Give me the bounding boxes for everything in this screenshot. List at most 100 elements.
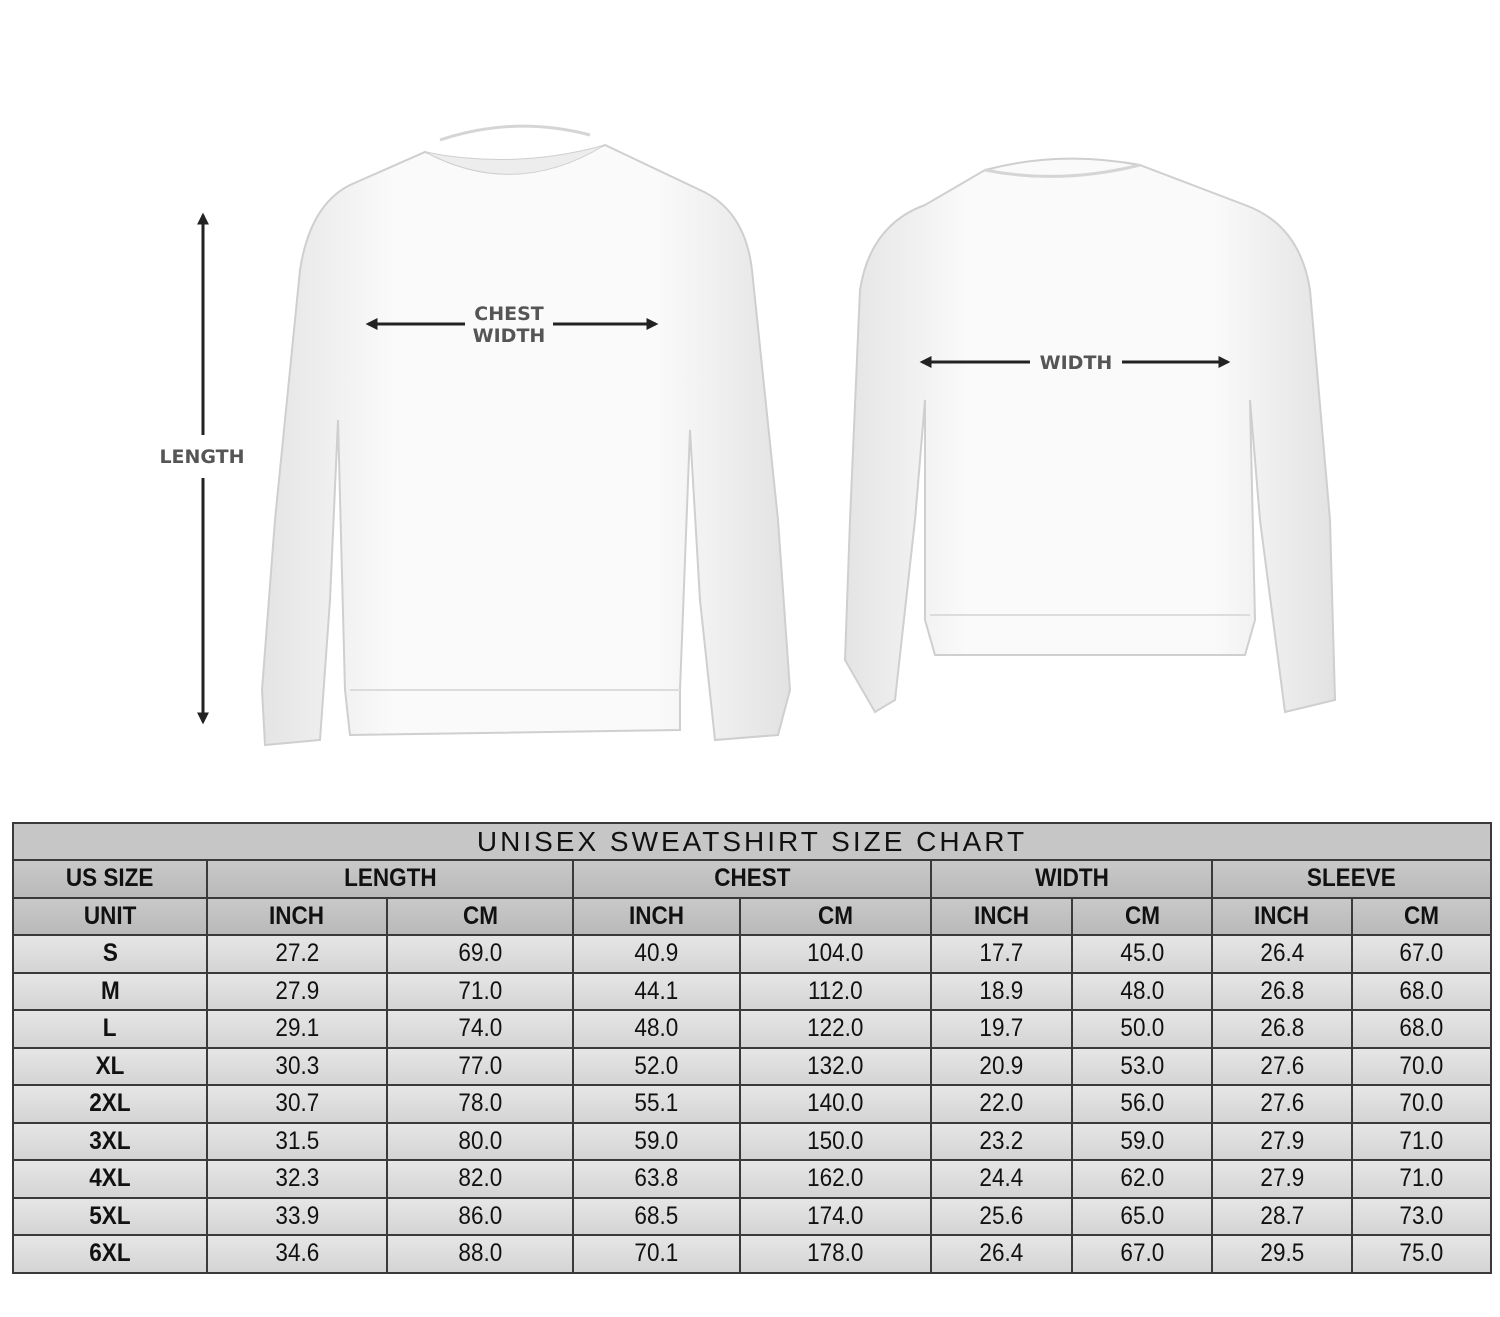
value-cell: 23.2 <box>930 1121 1073 1161</box>
value-cell: 45.0 <box>1071 934 1213 974</box>
value-cell: 59.0 <box>1071 1121 1213 1161</box>
unit-cell: CM <box>386 896 574 936</box>
unit-header-row: UNIT INCH CM INCH CM INCH CM INCH CM <box>12 896 1492 936</box>
table-row: S 27.2 69.0 40.9 104.0 17.7 45.0 26.4 67.0 <box>12 934 1492 974</box>
value-cell: 132.0 <box>739 1046 932 1086</box>
size-cell: 3XL <box>12 1121 208 1161</box>
value-cell: 27.9 <box>206 971 388 1011</box>
value-cell: 40.9 <box>572 934 741 974</box>
unit-cell: INCH <box>1211 896 1353 936</box>
size-cell: L <box>12 1009 208 1049</box>
size-cell: 2XL <box>12 1084 208 1124</box>
length-label: LENGTH <box>159 446 244 468</box>
value-cell: 104.0 <box>739 934 932 974</box>
value-cell: 74.0 <box>386 1009 574 1049</box>
value-cell: 178.0 <box>739 1234 932 1274</box>
value-cell: 73.0 <box>1351 1196 1492 1236</box>
size-cell: S <box>12 934 208 974</box>
size-chart-table: UNISEX SWEATSHIRT SIZE CHART US SIZE LEN… <box>12 822 1492 1274</box>
value-cell: 25.6 <box>930 1196 1073 1236</box>
value-cell: 150.0 <box>739 1121 932 1161</box>
value-cell: 71.0 <box>1351 1121 1492 1161</box>
value-cell: 48.0 <box>572 1009 741 1049</box>
value-cell: 69.0 <box>386 934 574 974</box>
value-cell: 50.0 <box>1071 1009 1213 1049</box>
value-cell: 28.7 <box>1211 1196 1353 1236</box>
value-cell: 32.3 <box>206 1159 388 1199</box>
value-cell: 22.0 <box>930 1084 1073 1124</box>
sleeve-header: SLEEVE <box>1211 859 1492 899</box>
value-cell: 30.3 <box>206 1046 388 1086</box>
value-cell: 17.7 <box>930 934 1073 974</box>
table-row: L 29.1 74.0 48.0 122.0 19.7 50.0 26.8 68.0 <box>12 1009 1492 1049</box>
group-header-row: US SIZE LENGTH CHEST WIDTH SLEEVE <box>12 859 1492 899</box>
value-cell: 162.0 <box>739 1159 932 1199</box>
value-cell: 122.0 <box>739 1009 932 1049</box>
value-cell: 26.8 <box>1211 971 1353 1011</box>
value-cell: 55.1 <box>572 1084 741 1124</box>
value-cell: 70.0 <box>1351 1084 1492 1124</box>
size-cell: 5XL <box>12 1196 208 1236</box>
unit-cell: CM <box>739 896 932 936</box>
value-cell: 82.0 <box>386 1159 574 1199</box>
value-cell: 75.0 <box>1351 1234 1492 1274</box>
value-cell: 63.8 <box>572 1159 741 1199</box>
value-cell: 67.0 <box>1071 1234 1213 1274</box>
value-cell: 27.9 <box>1211 1121 1353 1161</box>
unit-cell: INCH <box>930 896 1073 936</box>
value-cell: 26.8 <box>1211 1009 1353 1049</box>
size-cell: 4XL <box>12 1159 208 1199</box>
value-cell: 48.0 <box>1071 971 1213 1011</box>
value-cell: 68.5 <box>572 1196 741 1236</box>
value-cell: 26.4 <box>930 1234 1073 1274</box>
front-sweatshirt-image <box>260 124 792 747</box>
value-cell: 70.1 <box>572 1234 741 1274</box>
value-cell: 53.0 <box>1071 1046 1213 1086</box>
value-cell: 68.0 <box>1351 1009 1492 1049</box>
table-row: 5XL 33.9 86.0 68.5 174.0 25.6 65.0 28.7 73.0 <box>12 1196 1492 1236</box>
value-cell: 80.0 <box>386 1121 574 1161</box>
value-cell: 19.7 <box>930 1009 1073 1049</box>
value-cell: 67.0 <box>1351 934 1492 974</box>
value-cell: 44.1 <box>572 971 741 1011</box>
chest-header: CHEST <box>572 859 932 899</box>
value-cell: 70.0 <box>1351 1046 1492 1086</box>
value-cell: 29.5 <box>1211 1234 1353 1274</box>
value-cell: 33.9 <box>206 1196 388 1236</box>
value-cell: 52.0 <box>572 1046 741 1086</box>
table-row: 4XL 32.3 82.0 63.8 162.0 24.4 62.0 27.9 71.0 <box>12 1159 1492 1199</box>
value-cell: 24.4 <box>930 1159 1073 1199</box>
size-cell: XL <box>12 1046 208 1086</box>
value-cell: 65.0 <box>1071 1196 1213 1236</box>
size-cell: 6XL <box>12 1234 208 1274</box>
size-cell: M <box>12 971 208 1011</box>
table-row: 6XL 34.6 88.0 70.1 178.0 26.4 67.0 29.5 75.0 <box>12 1234 1492 1274</box>
value-cell: 140.0 <box>739 1084 932 1124</box>
unit-cell: CM <box>1071 896 1213 936</box>
value-cell: 27.2 <box>206 934 388 974</box>
value-cell: 27.6 <box>1211 1046 1353 1086</box>
unit-cell: INCH <box>572 896 741 936</box>
value-cell: 59.0 <box>572 1121 741 1161</box>
value-cell: 27.6 <box>1211 1084 1353 1124</box>
sweatshirt-illustration: LENGTH CHEST WIDTH WIDTH <box>159 124 1337 747</box>
chest-label-line1: CHEST <box>474 303 544 325</box>
value-cell: 88.0 <box>386 1234 574 1274</box>
value-cell: 68.0 <box>1351 971 1492 1011</box>
value-cell: 112.0 <box>739 971 932 1011</box>
value-cell: 18.9 <box>930 971 1073 1011</box>
width-header: WIDTH <box>930 859 1213 899</box>
us-size-header: US SIZE <box>12 859 208 899</box>
table-title: UNISEX SWEATSHIRT SIZE CHART <box>12 822 1492 861</box>
value-cell: 30.7 <box>206 1084 388 1124</box>
value-cell: 34.6 <box>206 1234 388 1274</box>
unit-header: UNIT <box>12 896 208 936</box>
unit-cell: CM <box>1351 896 1492 936</box>
value-cell: 62.0 <box>1071 1159 1213 1199</box>
table-row: 2XL 30.7 78.0 55.1 140.0 22.0 56.0 27.6 70.0 <box>12 1084 1492 1124</box>
value-cell: 27.9 <box>1211 1159 1353 1199</box>
value-cell: 77.0 <box>386 1046 574 1086</box>
value-cell: 31.5 <box>206 1121 388 1161</box>
length-header: LENGTH <box>206 859 574 899</box>
value-cell: 174.0 <box>739 1196 932 1236</box>
